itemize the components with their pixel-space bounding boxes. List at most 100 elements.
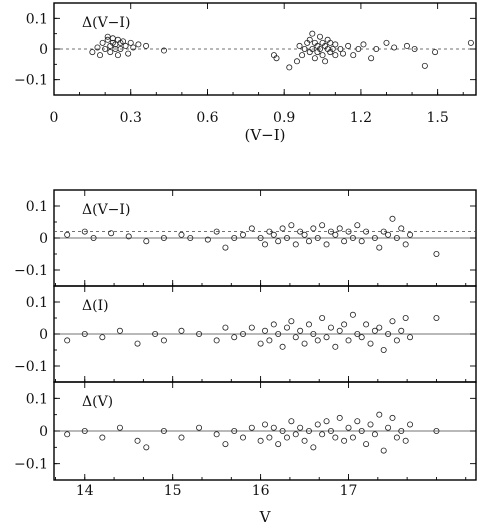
data-point: [143, 42, 150, 49]
data-point: [319, 314, 326, 321]
data-point: [332, 41, 339, 48]
data-point: [363, 321, 370, 328]
data-point: [311, 55, 318, 62]
y-tick-label: 0: [39, 42, 48, 58]
data-point: [345, 424, 352, 431]
data-point: [286, 64, 293, 71]
data-point: [319, 52, 326, 59]
data-point: [204, 236, 211, 243]
data-point: [178, 327, 185, 334]
data-point: [64, 337, 71, 344]
data-point: [231, 427, 238, 434]
data-point: [310, 225, 317, 232]
data-point: [341, 321, 348, 328]
data-point: [160, 47, 167, 54]
data-point: [383, 39, 390, 46]
data-point: [376, 411, 383, 418]
data-point: [341, 437, 348, 444]
data-point: [99, 334, 106, 341]
data-point: [309, 30, 316, 37]
data-point: [332, 343, 339, 350]
data-point: [279, 225, 286, 232]
data-point: [350, 52, 357, 59]
data-point: [292, 334, 299, 341]
data-point: [421, 62, 428, 69]
data-point: [102, 46, 109, 53]
data-point: [358, 334, 365, 341]
data-point: [160, 427, 167, 434]
data-point: [213, 228, 220, 235]
data-point: [222, 244, 229, 251]
data-point: [341, 238, 348, 245]
x-tick-label: 15: [164, 483, 182, 499]
panel-label: Δ(V): [82, 394, 113, 410]
data-point: [467, 39, 474, 46]
data-point: [393, 234, 400, 241]
data-point: [323, 418, 330, 425]
data-point: [336, 225, 343, 232]
data-point: [363, 228, 370, 235]
data-point: [309, 46, 316, 53]
data-point: [358, 238, 365, 245]
data-point: [314, 337, 321, 344]
data-point: [266, 337, 273, 344]
data-point: [99, 39, 106, 46]
data-point: [125, 233, 132, 240]
data-point: [376, 244, 383, 251]
data-point: [108, 230, 115, 237]
data-point: [358, 427, 365, 434]
data-point: [257, 340, 264, 347]
data-point: [297, 327, 304, 334]
data-point: [89, 49, 96, 56]
y-tick-label: −0.1: [14, 263, 48, 279]
data-point: [316, 46, 323, 53]
data-point: [380, 447, 387, 454]
panel-label: Δ(V−I): [82, 15, 130, 31]
data-point: [402, 437, 409, 444]
data-point: [222, 324, 229, 331]
data-point: [407, 334, 414, 341]
data-point: [152, 330, 159, 337]
data-point: [403, 42, 410, 49]
data-point: [306, 36, 313, 43]
data-point: [297, 228, 304, 235]
data-point: [240, 231, 247, 238]
data-point: [266, 228, 273, 235]
data-point: [371, 327, 378, 334]
data-point: [367, 421, 374, 428]
data-point: [134, 340, 141, 347]
panel-2: 0.1 0 −0.1 Δ(V−I): [14, 189, 477, 287]
data-point: [135, 41, 142, 48]
data-point: [292, 241, 299, 248]
data-point: [90, 234, 97, 241]
y-tick-label: 0.1: [26, 199, 48, 215]
data-point: [314, 421, 321, 428]
data-point: [316, 33, 323, 40]
panel-3: 0.1 0 −0.1 Δ(I): [14, 285, 477, 383]
data-point: [398, 225, 405, 232]
data-point: [64, 231, 71, 238]
data-point: [332, 52, 339, 59]
y-tick-label: −0.1: [14, 457, 48, 473]
data-point: [305, 321, 312, 328]
data-point: [125, 50, 132, 57]
data-point: [288, 222, 295, 229]
y-tick-label: 0.1: [26, 295, 48, 311]
data-point: [97, 52, 104, 59]
data-point: [327, 427, 334, 434]
data-point: [114, 52, 121, 59]
data-point: [345, 228, 352, 235]
data-point: [283, 434, 290, 441]
data-point: [81, 330, 88, 337]
data-point: [407, 421, 414, 428]
data-point: [432, 49, 439, 56]
data-point: [130, 44, 137, 51]
data-point: [240, 434, 247, 441]
data-point: [257, 437, 264, 444]
data-point: [336, 327, 343, 334]
data-point: [270, 424, 277, 431]
data-point: [231, 334, 238, 341]
data-point: [389, 215, 396, 222]
data-point: [143, 444, 150, 451]
